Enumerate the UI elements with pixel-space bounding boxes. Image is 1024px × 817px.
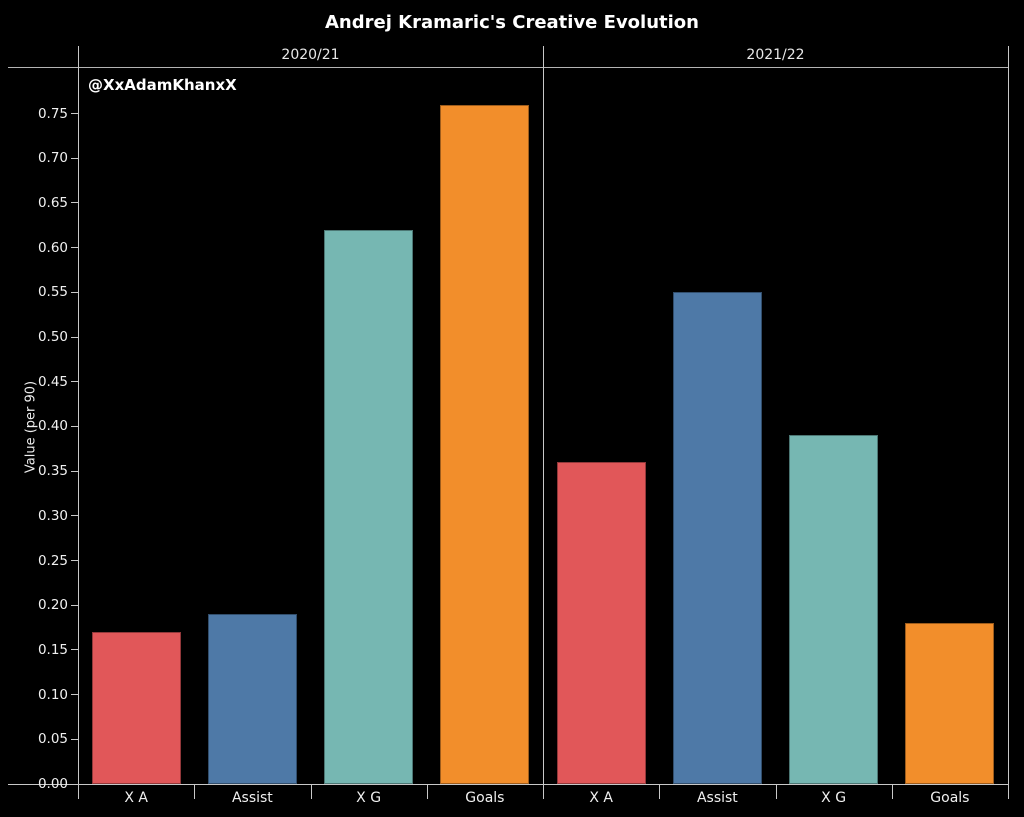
right-spine xyxy=(1008,46,1009,784)
x-tick-label-2021-22-goals: Goals xyxy=(930,790,970,806)
x-tick-mark xyxy=(659,784,661,799)
bar-2021-22-assist xyxy=(672,292,762,784)
x-tick-label-2020-21-x-a: X A xyxy=(124,790,148,806)
bar-2021-22-x-g xyxy=(789,435,879,784)
y-tick-mark xyxy=(71,694,78,696)
bar-2021-22-goals xyxy=(905,623,995,784)
y-tick-mark xyxy=(71,202,78,204)
y-tick-label: 0.65 xyxy=(37,194,68,211)
y-tick-label: 0.75 xyxy=(37,105,68,122)
y-tick-mark xyxy=(71,515,78,517)
facet-header-divider-line xyxy=(8,67,1009,68)
y-axis-spine xyxy=(78,46,79,784)
y-tick-label: 0.45 xyxy=(37,373,68,390)
x-tick-label-2020-21-assist: Assist xyxy=(231,790,273,806)
facet-label-2021-22: 2021/22 xyxy=(746,47,805,63)
y-tick-label: 0.35 xyxy=(37,463,68,480)
x-tick-mark xyxy=(194,784,196,799)
y-tick-label: 0.70 xyxy=(37,150,68,167)
x-tick-mark xyxy=(78,784,79,799)
x-tick-label-2021-22-x-a: X A xyxy=(589,790,613,806)
panel-divider-spine xyxy=(543,46,544,784)
x-tick-mark xyxy=(426,784,428,799)
y-tick-mark xyxy=(71,291,78,293)
y-tick-mark xyxy=(71,649,78,651)
x-tick-mark xyxy=(775,784,777,799)
y-tick-mark xyxy=(71,157,78,159)
x-tick-label-2020-21-x-g: X G xyxy=(356,790,382,806)
y-tick-mark xyxy=(71,560,78,561)
y-tick-mark xyxy=(71,783,78,785)
y-tick-label: 0.10 xyxy=(37,686,68,703)
y-tick-mark xyxy=(71,247,78,249)
y-tick-mark xyxy=(71,425,78,427)
x-tick-mark xyxy=(1008,784,1009,799)
y-tick-mark xyxy=(71,113,78,114)
facet-label-2020-21: 2020/21 xyxy=(281,47,340,63)
y-tick-label: 0.25 xyxy=(37,552,68,569)
y-tick-mark xyxy=(71,470,78,472)
y-tick-mark xyxy=(71,604,78,606)
x-tick-mark xyxy=(310,784,312,799)
y-tick-mark xyxy=(71,381,78,383)
bar-2020-21-x-g xyxy=(324,229,414,784)
x-tick-label-2021-22-x-g: X G xyxy=(821,790,847,806)
y-tick-label: 0.50 xyxy=(37,329,68,345)
bar-2020-21-assist xyxy=(207,614,297,784)
x-tick-mark xyxy=(543,784,544,799)
bar-2020-21-goals xyxy=(440,104,530,784)
x-tick-label-2020-21-goals: Goals xyxy=(465,790,505,806)
y-tick-label: 0.00 xyxy=(37,776,68,792)
watermark-handle: @XxAdamKhanxX xyxy=(88,76,237,94)
bar-2020-21-x-a xyxy=(91,632,181,784)
y-tick-label: 0.30 xyxy=(37,507,68,524)
y-tick-label: 0.55 xyxy=(37,284,68,301)
y-tick-mark xyxy=(71,738,78,740)
chart-title: Andrej Kramaric's Creative Evolution xyxy=(325,12,699,33)
y-tick-mark xyxy=(71,336,78,338)
y-tick-label: 0.40 xyxy=(37,418,68,435)
y-tick-label: 0.15 xyxy=(37,641,68,658)
y-tick-label: 0.20 xyxy=(37,597,68,614)
y-tick-label: 0.05 xyxy=(37,731,68,748)
y-tick-label: 0.60 xyxy=(37,239,68,256)
x-tick-label-2021-22-assist: Assist xyxy=(696,790,738,806)
x-tick-mark xyxy=(891,784,893,799)
bar-2021-22-x-a xyxy=(556,462,646,784)
x-axis-line xyxy=(8,784,1009,785)
